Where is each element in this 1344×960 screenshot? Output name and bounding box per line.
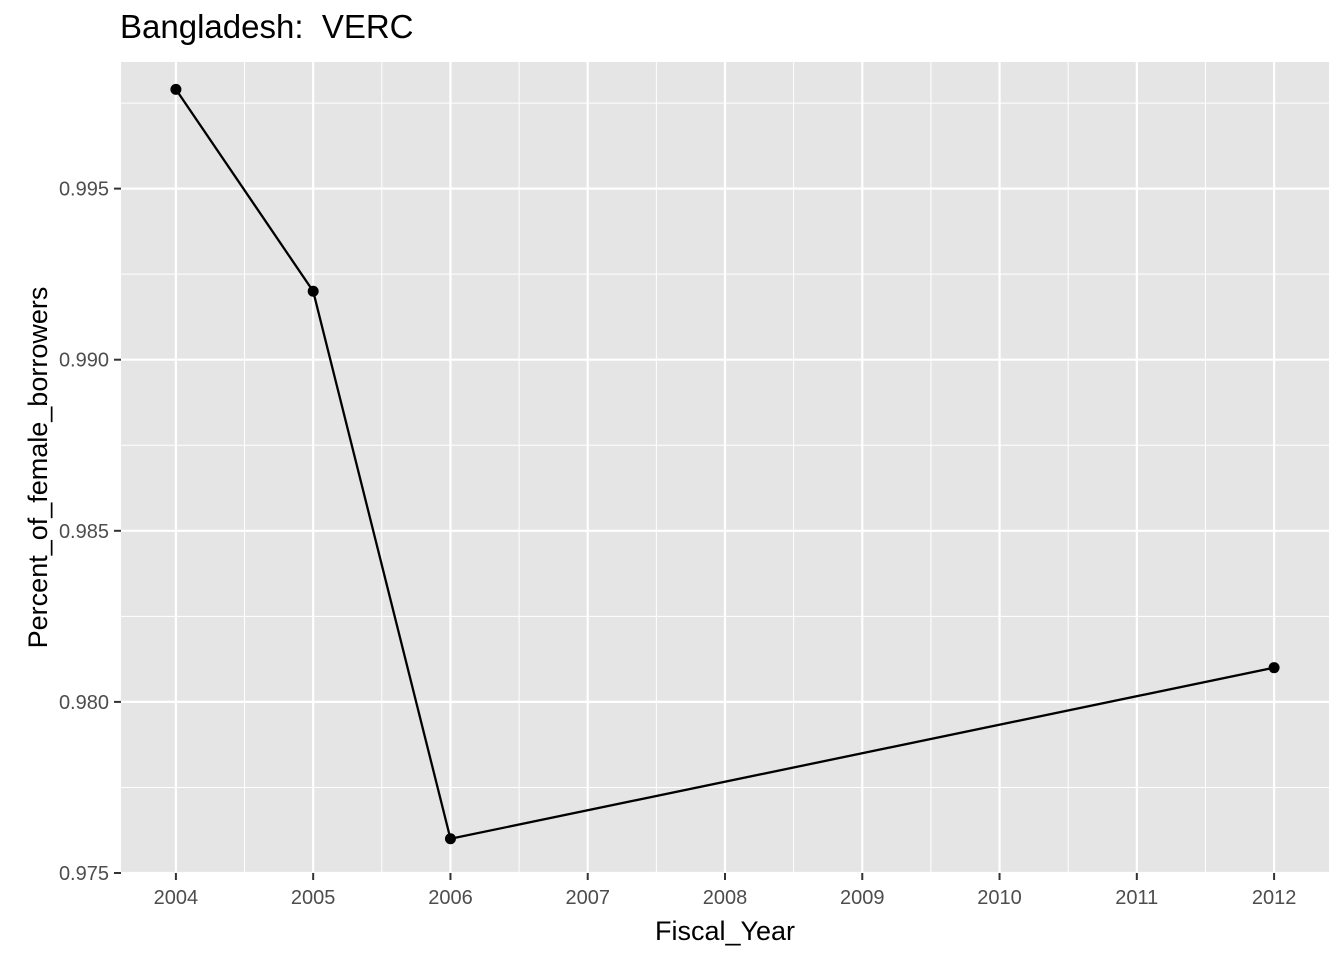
x-tick-label: 2007 bbox=[565, 887, 610, 909]
series-layer bbox=[170, 83, 1280, 845]
y-axis-title: Percent_of_female_borrowers bbox=[23, 287, 53, 649]
y-tick-label: 0.995 bbox=[59, 179, 109, 201]
x-tick-label: 2009 bbox=[840, 887, 885, 909]
x-axis-title: Fiscal_Year bbox=[655, 916, 795, 946]
series-line bbox=[174, 88, 1275, 840]
axes-layer: 2004 2005 2006 2007 2008 2009 2010 2011 2012 0.97… bbox=[59, 179, 1296, 909]
x-tick-label: 2005 bbox=[291, 887, 336, 909]
data-point bbox=[444, 833, 456, 845]
y-tick-label: 0.985 bbox=[59, 521, 109, 543]
data-point bbox=[170, 83, 182, 95]
chart-title: Bangladesh: VERC bbox=[120, 8, 414, 45]
y-tick-label: 0.975 bbox=[59, 863, 109, 885]
data-point bbox=[1268, 662, 1280, 674]
x-tick-label: 2010 bbox=[977, 887, 1022, 909]
x-tick-label: 2004 bbox=[154, 887, 199, 909]
data-point bbox=[307, 285, 319, 297]
grid-major bbox=[121, 62, 1329, 875]
x-tick-label: 2006 bbox=[428, 887, 473, 909]
y-tick-label: 0.990 bbox=[59, 350, 109, 372]
x-tick-label: 2008 bbox=[703, 887, 748, 909]
y-tick-label: 0.980 bbox=[59, 692, 109, 714]
x-tick-label: 2011 bbox=[1115, 887, 1158, 909]
x-tick-label: 2012 bbox=[1252, 887, 1297, 909]
